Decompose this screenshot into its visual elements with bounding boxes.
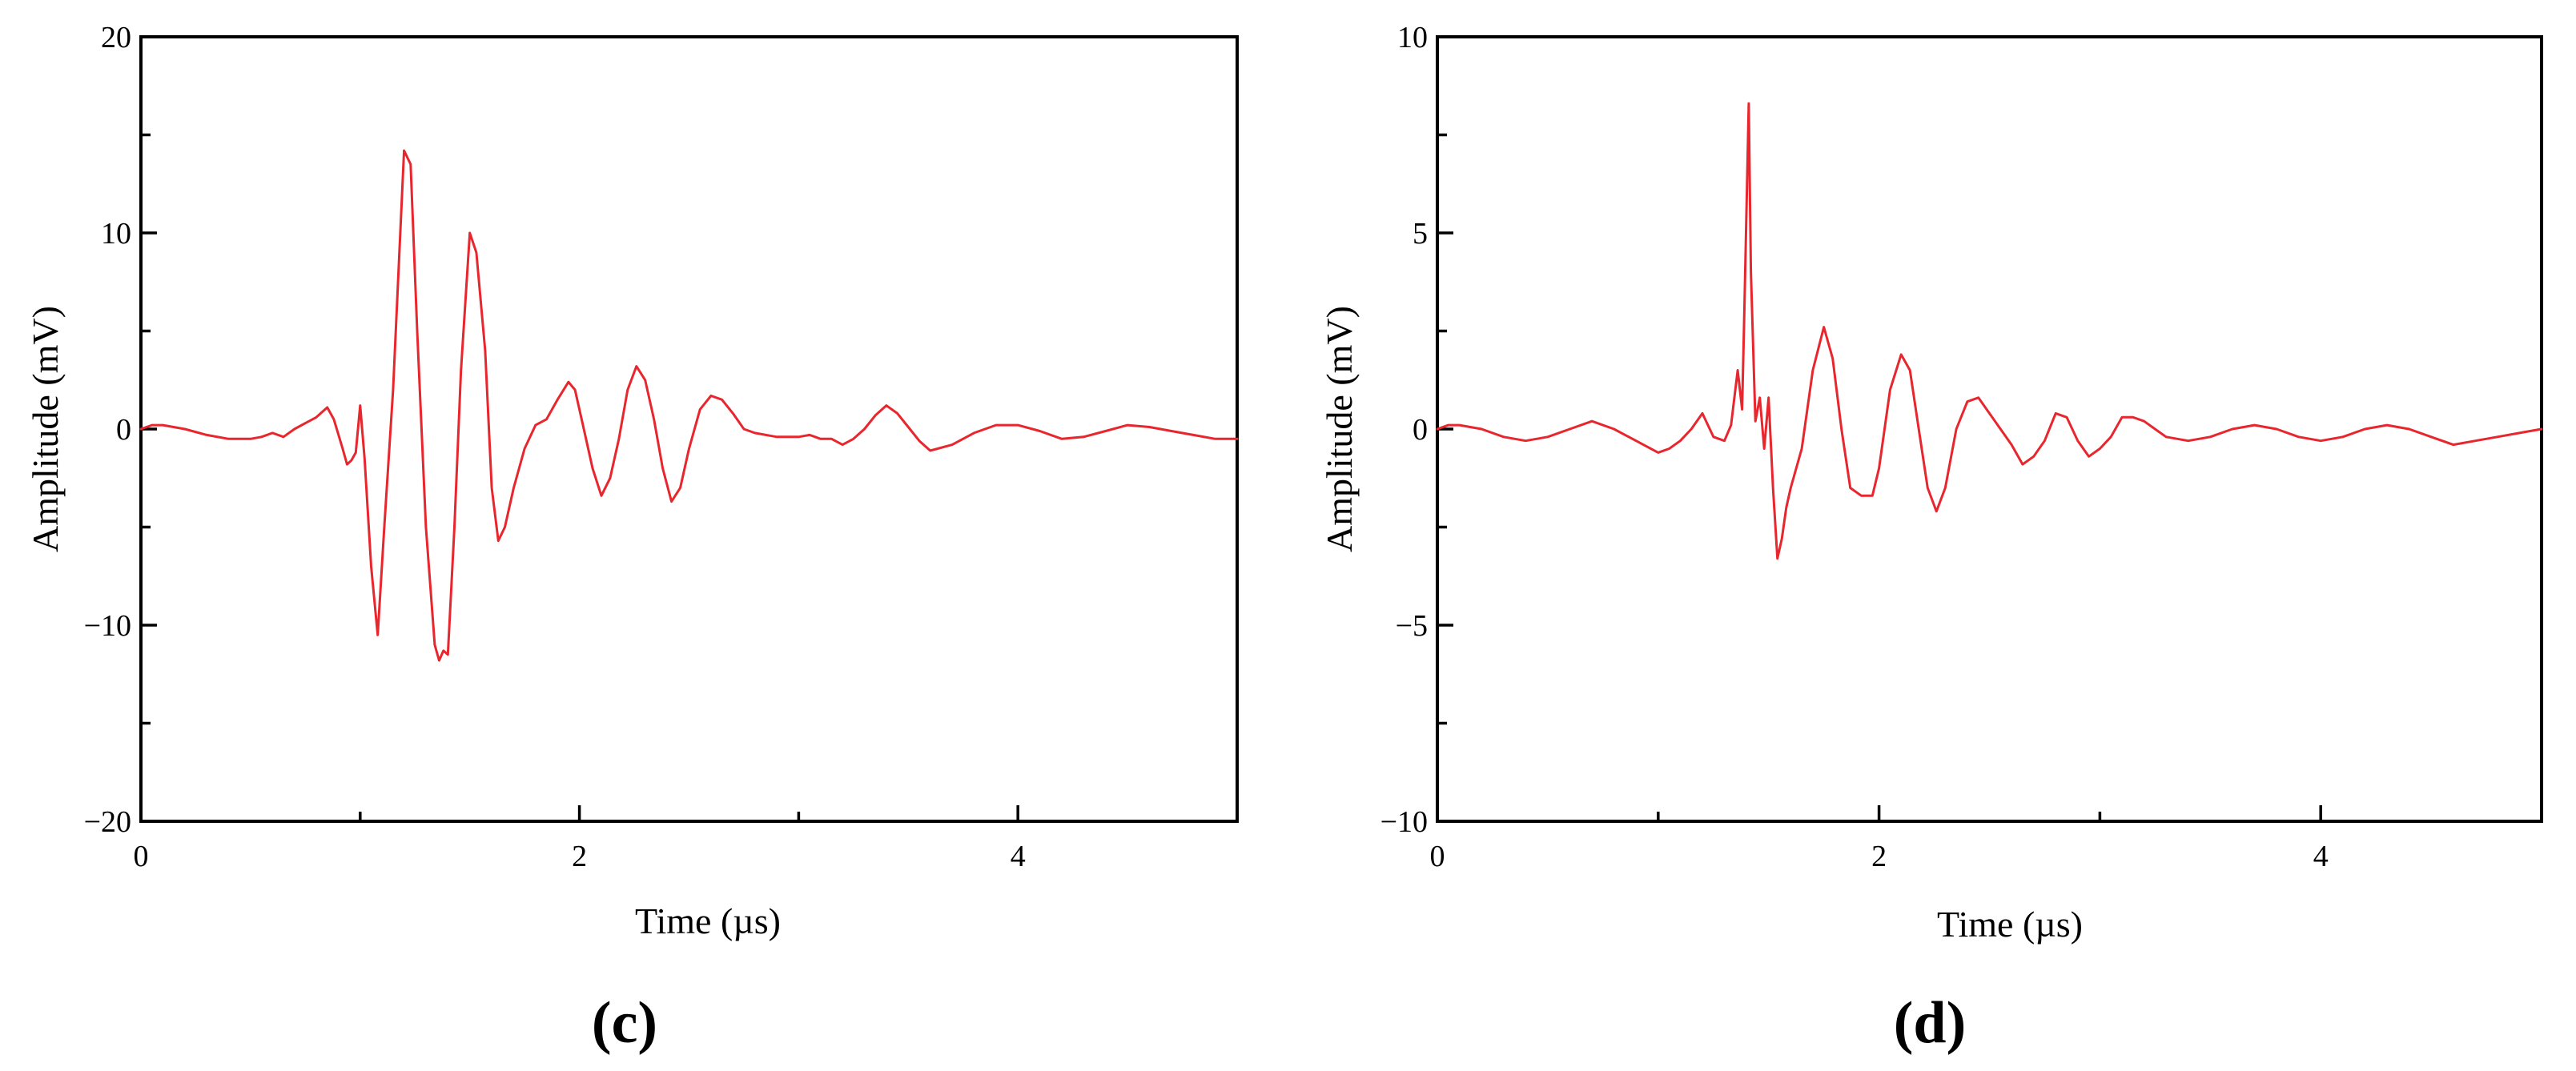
panel-label: (d) <box>1894 990 1966 1056</box>
plot-frame <box>1436 35 2543 823</box>
x-axis: 0 2 4 <box>1430 805 2329 873</box>
y-axis-label: Amplitude (mV) <box>25 306 66 552</box>
y-tick-label: 0 <box>1413 413 1428 447</box>
y-axis: −10 −5 0 5 10 <box>1380 21 1453 839</box>
series-line <box>139 149 1239 662</box>
series-line <box>1436 102 2543 560</box>
y-tick-label: 20 <box>101 21 131 54</box>
x-tick-label: 0 <box>1430 840 1445 873</box>
x-axis-label: Time (µs) <box>1937 904 2083 945</box>
y-tick-label: 10 <box>1397 21 1428 54</box>
x-tick-label: 0 <box>134 840 149 873</box>
y-tick-label: 5 <box>1413 217 1428 251</box>
x-tick-label: 2 <box>572 840 587 873</box>
x-axis: 0 2 4 <box>134 805 1026 873</box>
y-tick-label: 10 <box>101 217 131 251</box>
y-axis: −20 −10 0 10 20 <box>84 21 157 839</box>
x-tick-label: 2 <box>1871 840 1887 873</box>
panel-label: (c) <box>592 990 657 1056</box>
chart-panel-d: −10 −5 0 5 10 0 2 4 Amplitude (mV) Time (µs) (… <box>1319 21 2543 1056</box>
y-tick-label: −20 <box>84 805 131 839</box>
y-tick-label: −10 <box>1380 805 1428 839</box>
x-axis-label: Time (µs) <box>635 901 781 941</box>
y-tick-label: −5 <box>1396 609 1428 643</box>
x-tick-label: 4 <box>1011 840 1026 873</box>
x-tick-label: 4 <box>2313 840 2329 873</box>
plot-frame <box>139 35 1239 823</box>
y-tick-label: −10 <box>84 609 131 643</box>
y-axis-label: Amplitude (mV) <box>1319 306 1360 552</box>
y-tick-label: 0 <box>116 413 131 447</box>
chart-panel-c: −20 −10 0 10 20 0 2 4 Amplitude (mV) Time (µs)… <box>25 21 1239 1056</box>
